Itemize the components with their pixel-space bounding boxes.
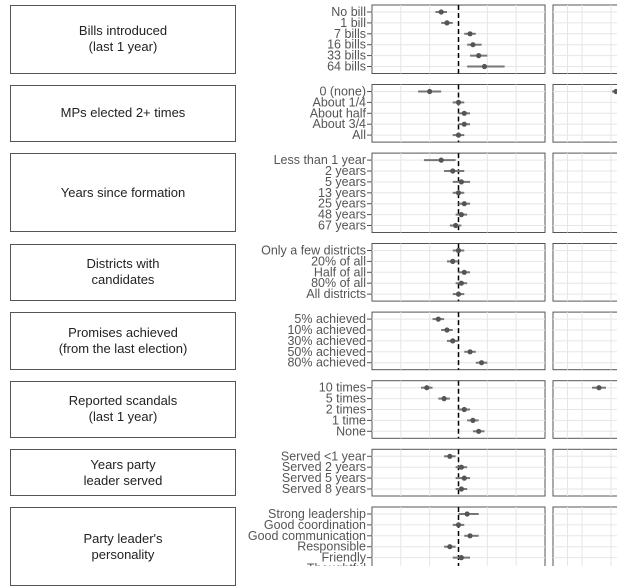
point-estimate bbox=[447, 544, 452, 549]
point-estimate bbox=[459, 465, 464, 470]
panel-frame-second-column bbox=[553, 5, 617, 74]
level-tick-label: None bbox=[336, 424, 366, 438]
point-estimate bbox=[450, 338, 455, 343]
point-estimate bbox=[456, 292, 461, 297]
point-estimate bbox=[450, 259, 455, 264]
point-estimate bbox=[439, 9, 444, 14]
point-estimate bbox=[462, 122, 467, 127]
point-estimate bbox=[476, 429, 481, 434]
level-tick-label: Served 8 years bbox=[282, 482, 366, 496]
level-tick-label: All bbox=[352, 128, 366, 142]
point-estimate bbox=[467, 31, 472, 36]
point-estimate bbox=[465, 511, 470, 516]
point-estimate bbox=[470, 418, 475, 423]
point-estimate bbox=[453, 223, 458, 228]
point-estimate bbox=[459, 486, 464, 491]
point-estimate bbox=[444, 20, 449, 25]
point-estimate bbox=[456, 100, 461, 105]
level-tick-label: 67 years bbox=[318, 219, 366, 233]
point-estimate bbox=[462, 476, 467, 481]
point-estimate bbox=[482, 64, 487, 69]
coefficient-plot: Bills introduced (last 1 year)MPs electe… bbox=[0, 0, 617, 566]
point-estimate bbox=[441, 396, 446, 401]
level-tick-label: All districts bbox=[306, 287, 366, 301]
point-estimate bbox=[459, 179, 464, 184]
point-estimate bbox=[424, 385, 429, 390]
point-estimate bbox=[470, 42, 475, 47]
point-estimate bbox=[462, 201, 467, 206]
point-estimate-second-column bbox=[596, 385, 601, 390]
point-estimate bbox=[467, 349, 472, 354]
point-estimate bbox=[459, 555, 464, 560]
point-estimate bbox=[459, 212, 464, 217]
point-estimate bbox=[456, 248, 461, 253]
point-estimate bbox=[447, 454, 452, 459]
point-estimate bbox=[479, 360, 484, 365]
point-estimate bbox=[462, 407, 467, 412]
point-estimate bbox=[450, 168, 455, 173]
point-estimate bbox=[456, 522, 461, 527]
level-tick-label: 64 bills bbox=[327, 60, 366, 74]
point-estimate bbox=[439, 158, 444, 163]
point-estimate bbox=[427, 89, 432, 94]
point-estimate bbox=[476, 53, 481, 58]
point-estimate bbox=[467, 533, 472, 538]
point-estimate bbox=[456, 133, 461, 138]
point-estimate bbox=[462, 270, 467, 275]
point-estimate bbox=[462, 111, 467, 116]
level-tick-label: 80% achieved bbox=[287, 356, 366, 370]
level-tick-label: Thoughtful bbox=[307, 562, 366, 567]
point-estimate bbox=[444, 327, 449, 332]
point-estimate bbox=[436, 317, 441, 322]
point-estimate bbox=[456, 190, 461, 195]
point-estimate bbox=[459, 281, 464, 286]
